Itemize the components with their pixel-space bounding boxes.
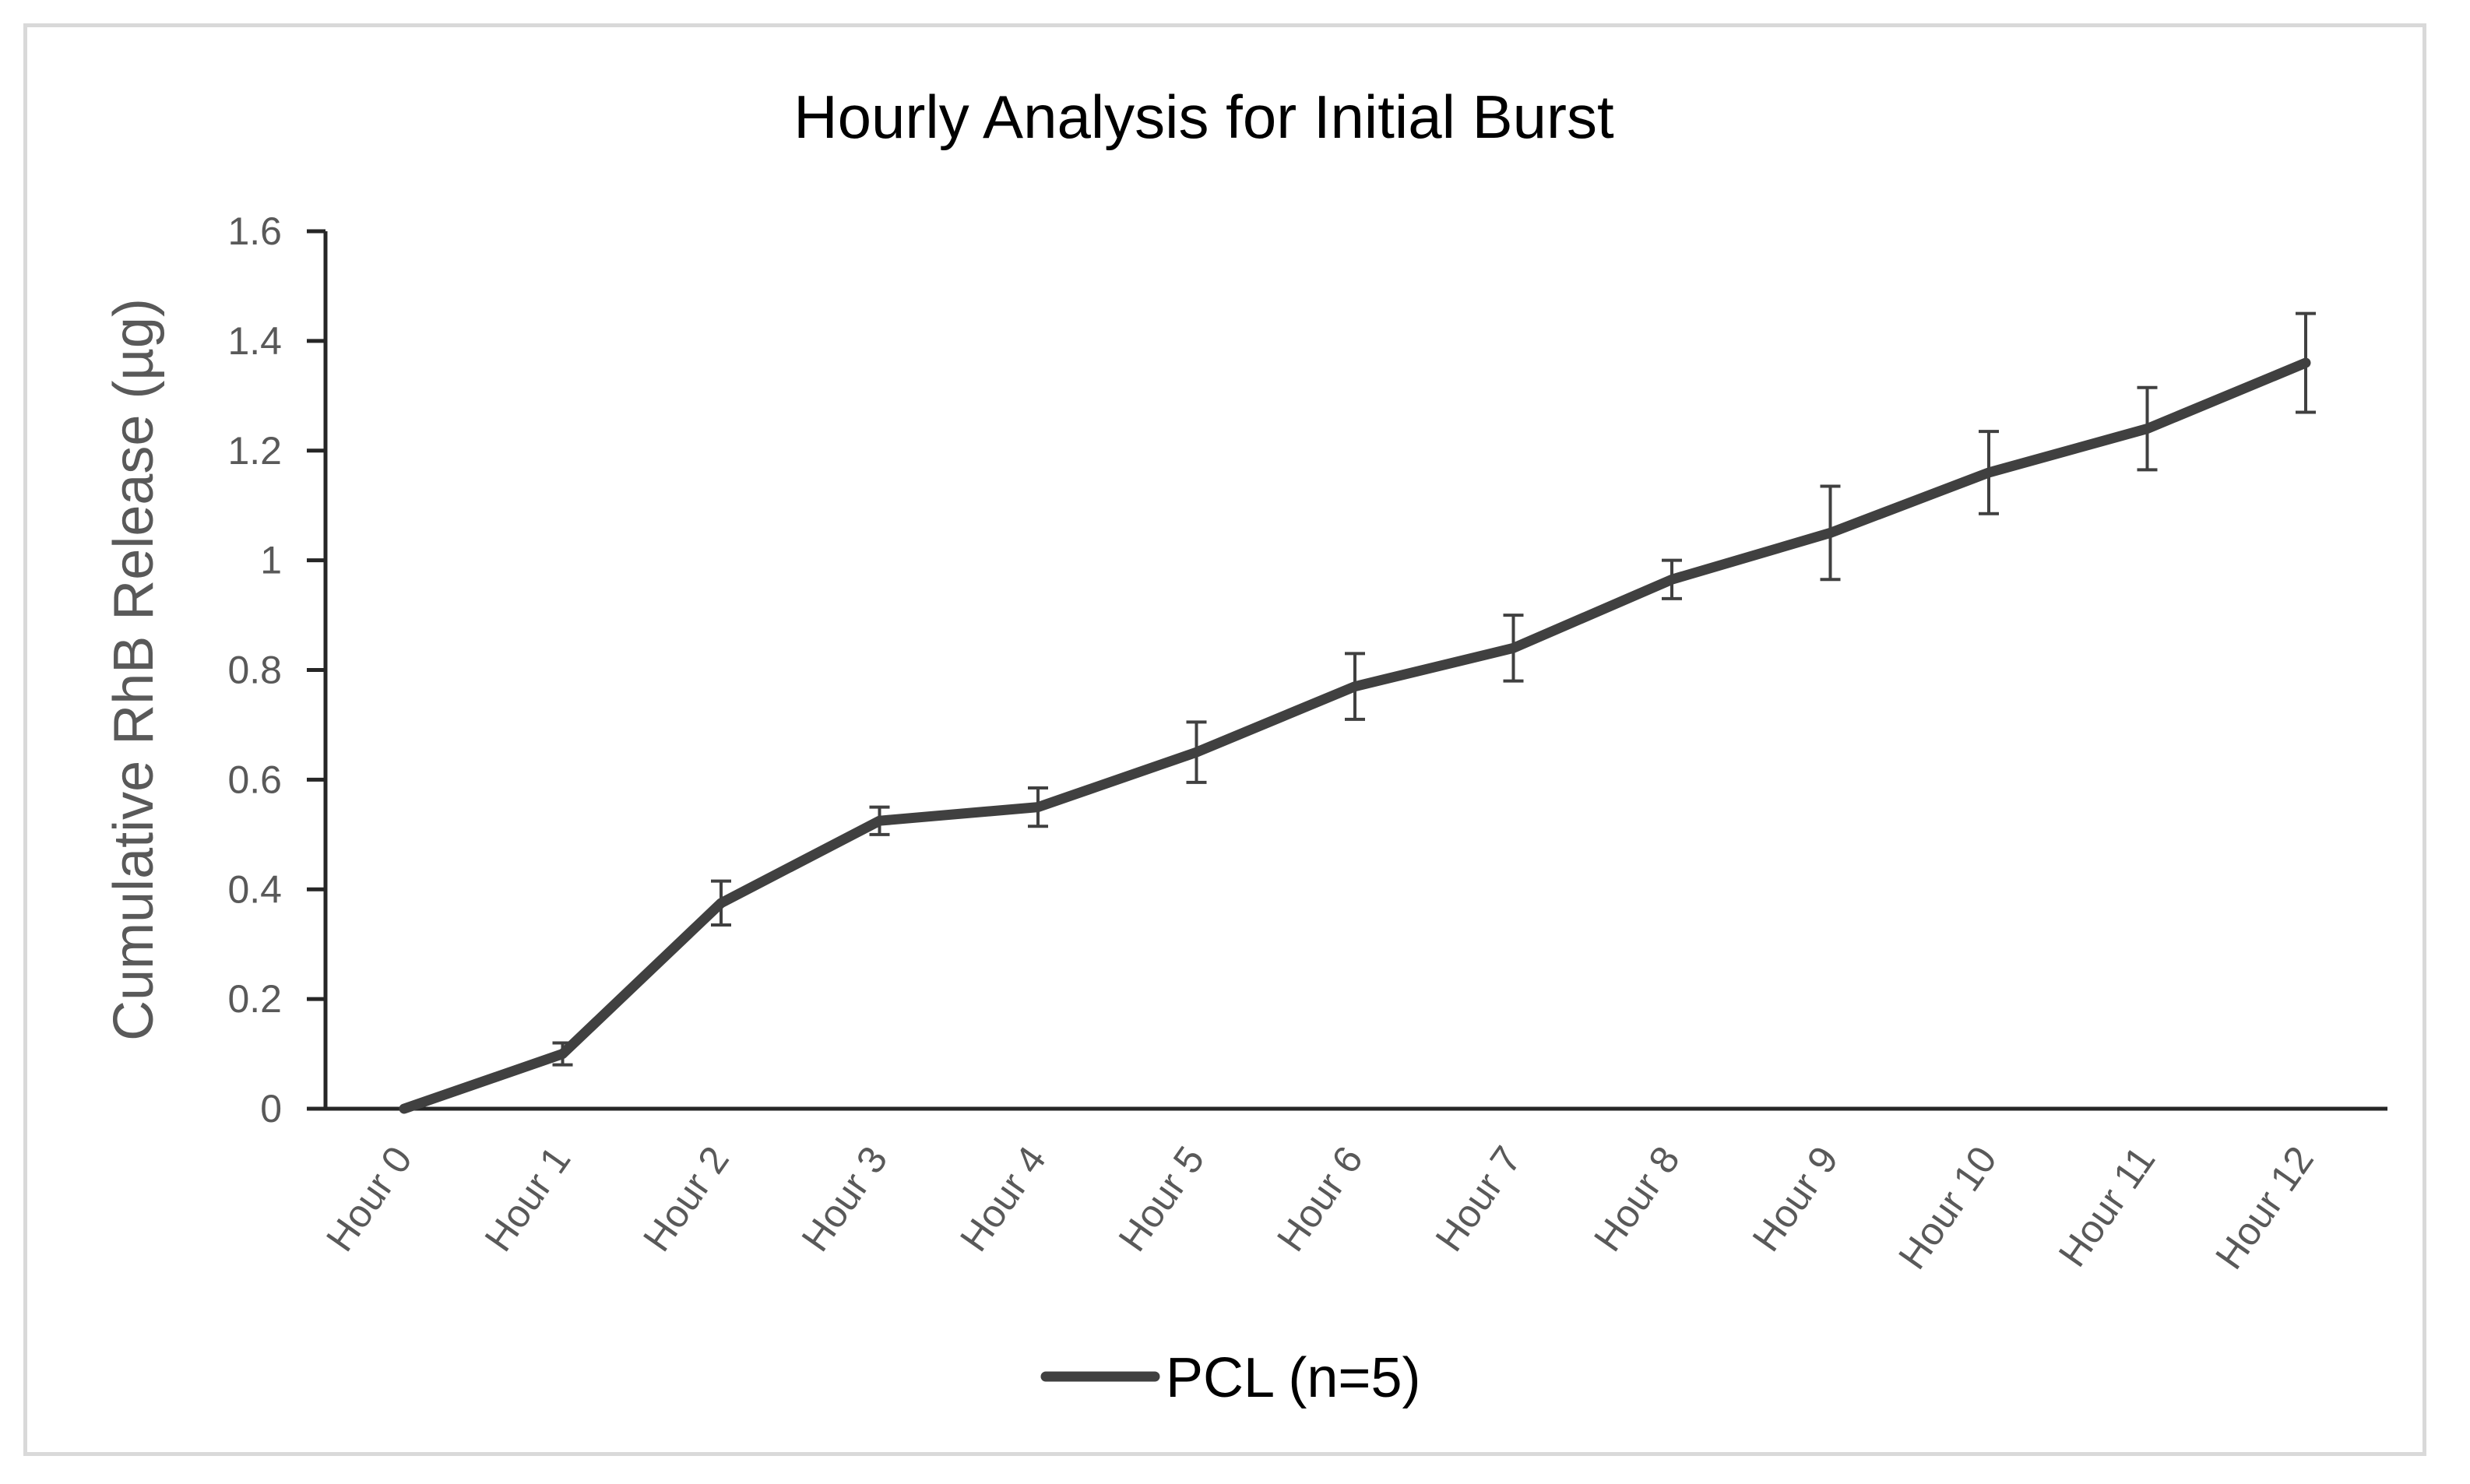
error-bar xyxy=(869,805,890,836)
error-bar xyxy=(1345,652,1365,721)
series xyxy=(399,311,2316,1114)
error-bar xyxy=(1503,614,1524,683)
x-tick-label: Hour 0 xyxy=(318,1138,420,1259)
x-tick-label: Hour 11 xyxy=(2050,1138,2164,1275)
error-bar xyxy=(552,1041,573,1067)
y-tick-label: 0.6 xyxy=(227,758,282,801)
x-tick-label: Hour 2 xyxy=(635,1138,737,1259)
chart-title: Hourly Analysis for Initial Burst xyxy=(793,83,1614,151)
x-tick-label: Hour 10 xyxy=(1890,1138,2005,1277)
legend-label: PCL (n=5) xyxy=(1166,1347,1420,1409)
x-tick-label: Hour 12 xyxy=(2207,1138,2322,1277)
error-bar xyxy=(1979,430,1999,515)
y-tick-label: 0.2 xyxy=(227,977,282,1021)
error-bar xyxy=(1186,720,1207,784)
x-tick-label: Hour 6 xyxy=(1268,1138,1371,1259)
y-tick-label: 1.2 xyxy=(227,429,282,473)
y-tick-label: 1.6 xyxy=(227,209,282,253)
x-tick-label: Hour 1 xyxy=(477,1138,579,1259)
x-tick-label: Hour 8 xyxy=(1585,1138,1688,1259)
series-line xyxy=(399,357,2311,1114)
error-bar xyxy=(1662,558,1682,600)
error-bar xyxy=(711,879,731,927)
y-ticks: 0 0.2 0.4 0.6 0.8 1 1.2 1.4 1.6 xyxy=(227,209,325,1131)
error-bar xyxy=(2137,385,2158,472)
y-tick-label: 0 xyxy=(260,1087,282,1131)
error-bar xyxy=(2296,311,2316,414)
y-tick-label: 1.4 xyxy=(227,319,282,363)
y-tick-label: 0.4 xyxy=(227,867,282,911)
y-tick-label: 0.8 xyxy=(227,649,282,692)
x-tick-label: Hour 9 xyxy=(1744,1138,1847,1259)
error-bar xyxy=(1820,484,1841,582)
x-tick-label: Hour 5 xyxy=(1110,1138,1213,1259)
x-tick-label: Hour 7 xyxy=(1427,1138,1530,1259)
legend: PCL (n=5) xyxy=(1040,1347,1420,1409)
y-tick-label: 1 xyxy=(260,539,282,582)
y-axis-label: Cumulative RhB Release (µg) xyxy=(103,298,165,1041)
error-bar xyxy=(1028,786,1048,828)
x-tick-label: Hour 3 xyxy=(793,1138,896,1259)
x-ticks: Hour 0 Hour 1 Hour 2 Hour 3 Hour 4 Hour 5 Hour… xyxy=(318,1138,2322,1277)
x-tick-label: Hour 4 xyxy=(952,1138,1054,1259)
